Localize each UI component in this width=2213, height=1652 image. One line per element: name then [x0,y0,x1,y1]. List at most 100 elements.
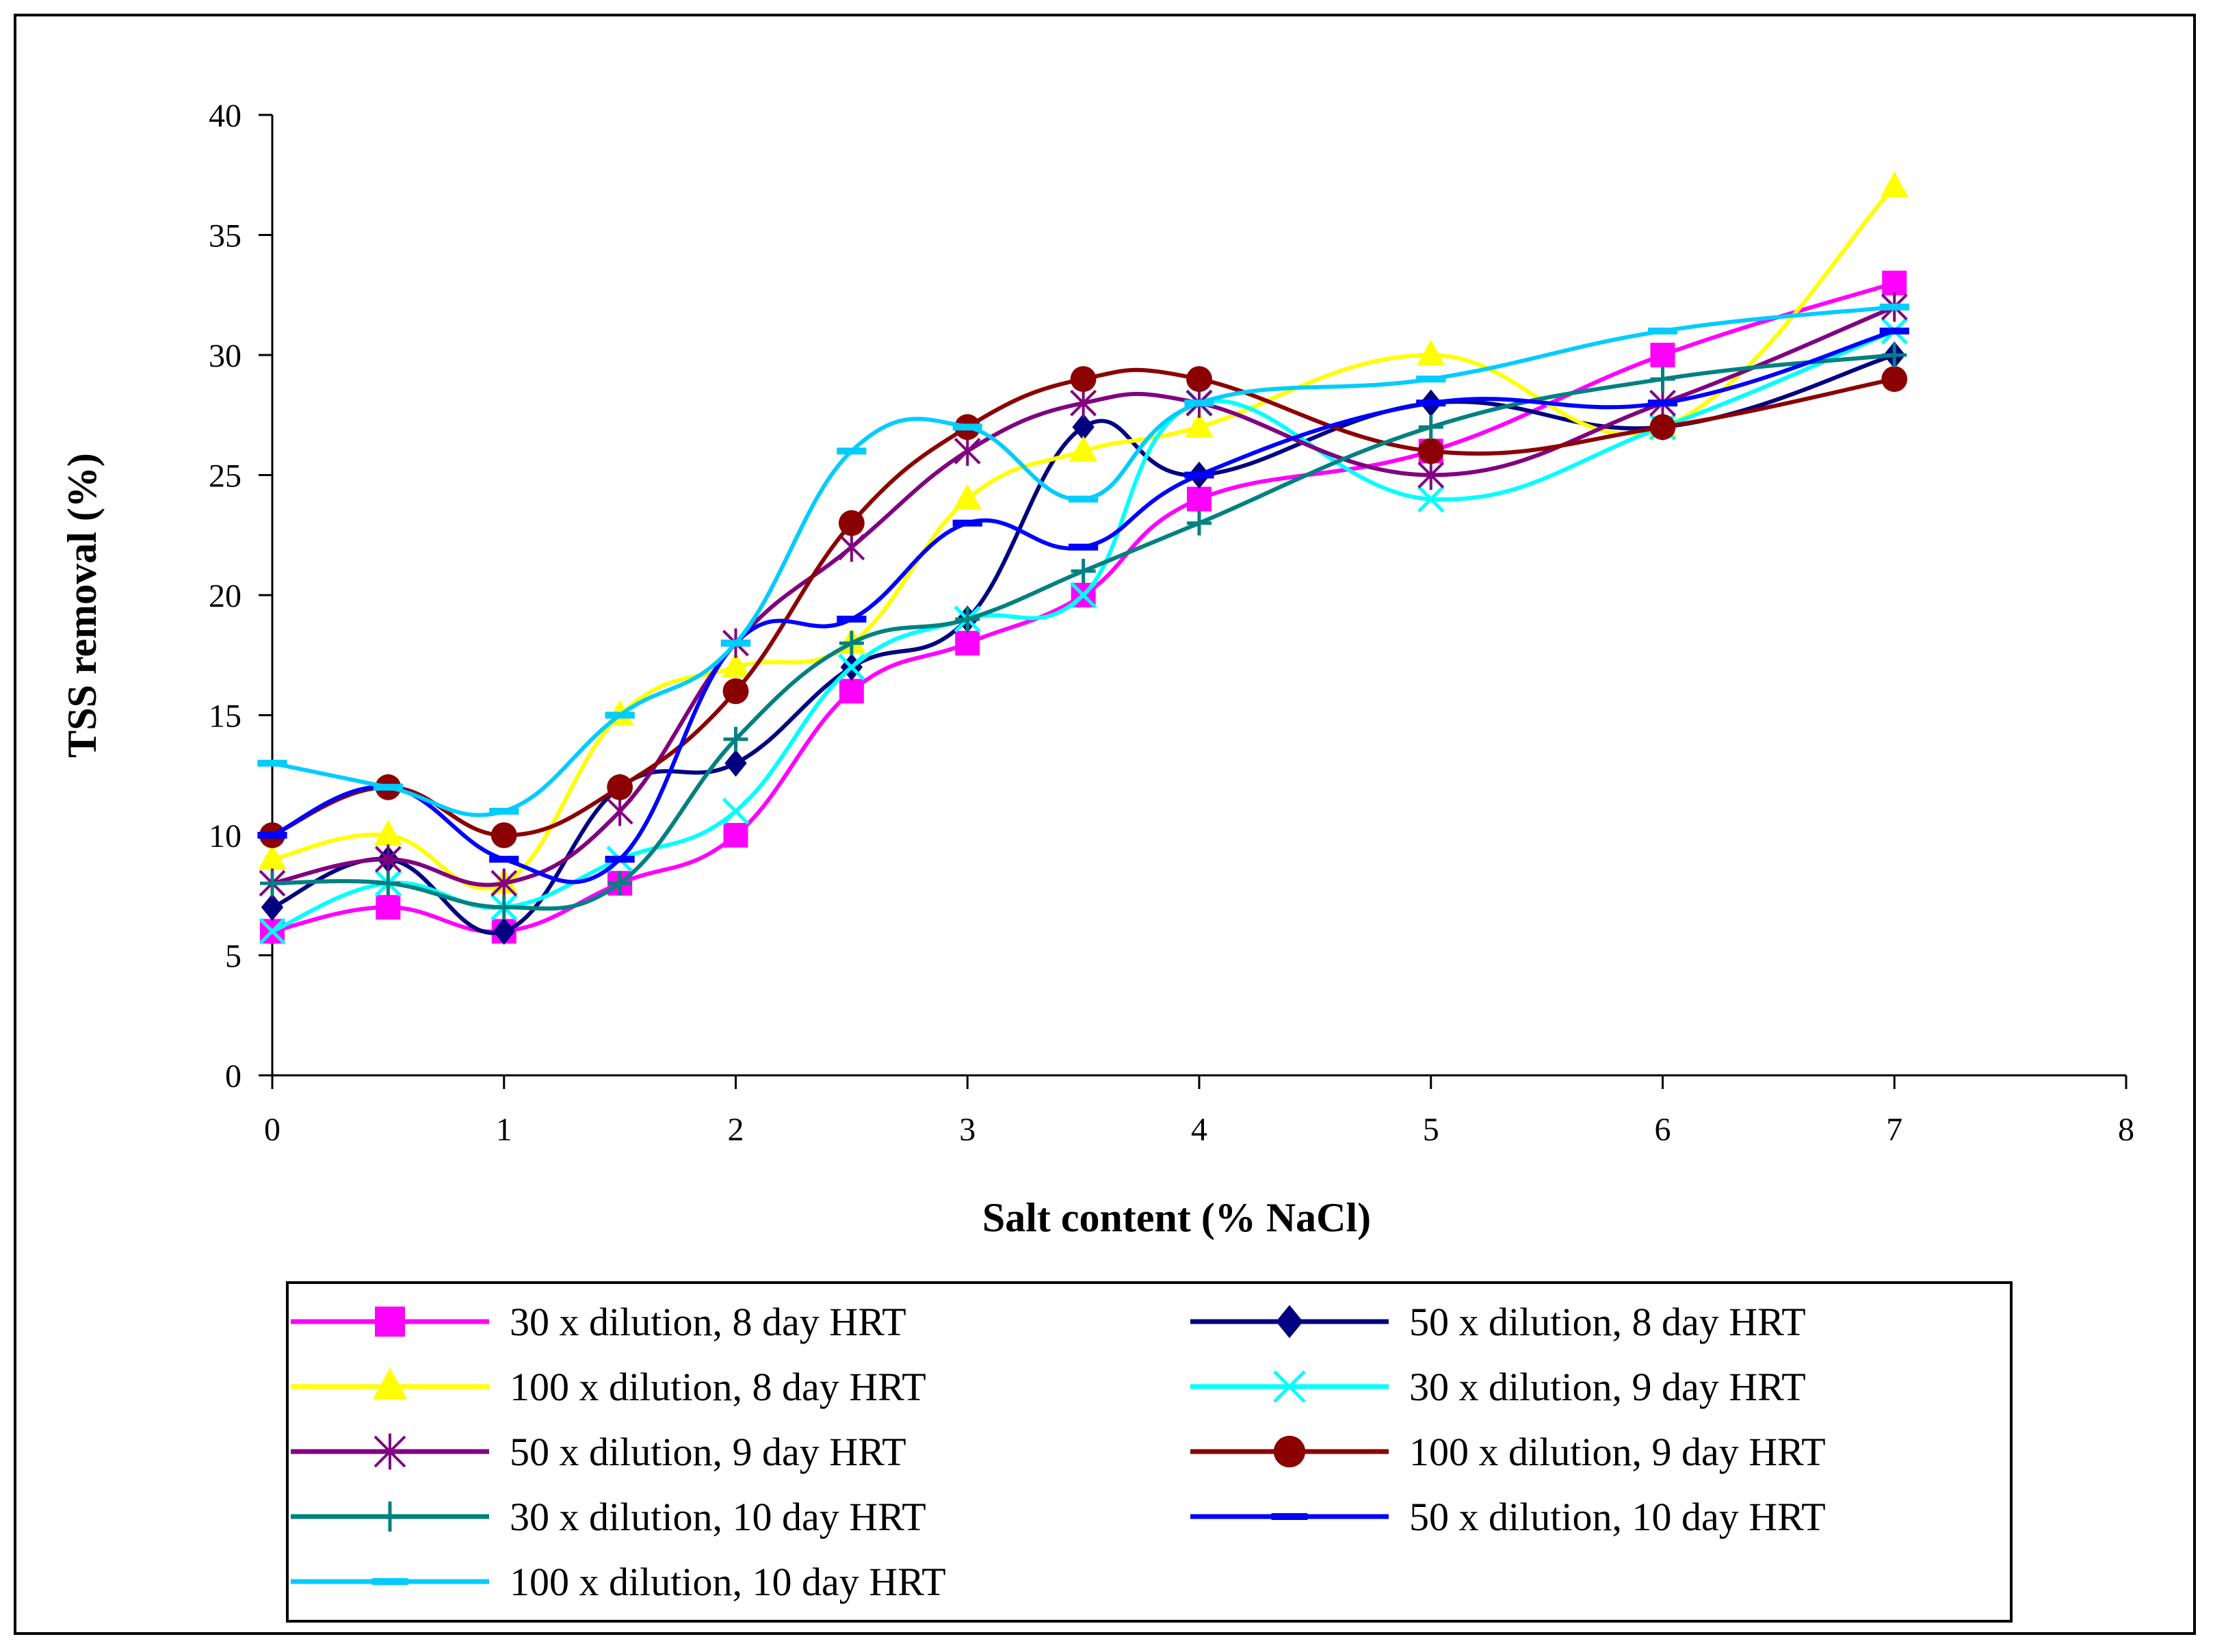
data-point [1072,413,1095,441]
data-point [1417,485,1445,513]
legend-item: 50 x dilution, 10 day HRT [1190,1495,1826,1539]
data-point [1069,543,1099,551]
data-point [722,678,749,705]
series-line [271,329,1896,934]
data-point [1650,343,1675,367]
x-tick-label: 1 [496,1112,512,1148]
data-point [1882,270,1907,296]
data-point [376,871,401,896]
data-point [605,856,635,863]
legend-label: 30 x dilution, 8 day HRT [510,1300,906,1344]
x-tick-label: 2 [728,1112,744,1148]
data-point [838,532,865,562]
legend-marker [375,1307,405,1337]
data-point [491,895,516,920]
legend-item: 50 x dilution, 8 day HRT [1190,1300,1806,1344]
data-point [1418,415,1443,440]
data-point [837,447,867,455]
legend-marker [374,1433,406,1470]
series-line [272,304,1895,817]
data-point [723,823,748,848]
legend-marker [371,1578,408,1585]
data-point [1417,339,1445,366]
data-point [1069,581,1097,609]
data-point [1070,388,1097,418]
data-point [373,783,403,791]
legend-item: 50 x dilution, 9 day HRT [291,1430,906,1474]
legend-marker [1273,1370,1306,1403]
data-point [721,651,750,678]
y-tick-label: 10 [209,818,241,854]
data-point [839,679,864,704]
y-tick-label: 25 [209,458,241,495]
data-point [490,868,518,898]
data-point [374,844,402,874]
legend-label: 30 x dilution, 9 day HRT [1409,1365,1806,1409]
x-axis-title: Salt content (% NaCl) [982,1195,1371,1240]
data-point [1417,438,1444,464]
data-point [376,895,401,920]
data-point [1647,327,1678,335]
data-point [1187,510,1212,536]
legend-label: 50 x dilution, 9 day HRT [510,1430,906,1474]
data-point [489,807,519,815]
data-point [838,510,865,536]
y-tick-label: 35 [209,218,241,254]
legend-item: 100 x dilution, 10 day HRT [291,1560,946,1604]
y-tick-label: 20 [209,578,241,614]
data-point [493,917,515,945]
x-tick-label: 0 [264,1112,280,1148]
data-point [489,856,519,863]
data-point [1647,399,1678,407]
x-tick-label: 7 [1886,1112,1902,1148]
legend-marker [1271,1513,1308,1520]
legend-label: 100 x dilution, 9 day HRT [1409,1430,1826,1474]
data-point [261,893,284,921]
legend-marker [375,1502,405,1532]
data-point [1071,558,1096,584]
data-point [1881,366,1908,392]
data-point [722,798,750,825]
data-point [838,653,865,681]
legend-item: 100 x dilution, 9 day HRT [1190,1430,1826,1474]
data-point [257,759,287,767]
data-point [1879,303,1909,311]
data-point [1879,327,1909,335]
y-tick-label: 5 [225,939,241,975]
legend-item: 30 x dilution, 10 day HRT [291,1495,926,1539]
x-tick-label: 8 [2118,1112,2134,1148]
legend-item: 30 x dilution, 9 day HRT [1190,1365,1806,1409]
y-tick-label: 30 [209,338,241,374]
data-point [839,631,864,656]
data-point [606,796,633,826]
x-tick-label: 3 [959,1112,975,1148]
series-6 [259,366,1908,848]
legend: 30 x dilution, 8 day HRT 50 x dilution, 8… [286,1281,2013,1623]
data-point [259,917,286,945]
data-point [1184,399,1214,407]
series-3 [258,171,1909,894]
axes: 0 5 10 15 20 25 30 35 40 0 1 2 3 4 5 6 7 8 [209,98,2134,1148]
x-tick-label: 4 [1191,1112,1207,1148]
series-layer [257,171,1909,945]
data-point [1416,399,1446,407]
data-point [955,631,980,656]
data-point [1070,366,1097,392]
legend-marker [372,1367,408,1400]
data-point [1649,414,1676,441]
data-point [1650,367,1675,392]
data-point [1186,366,1212,392]
legend-label: 30 x dilution, 10 day HRT [510,1495,926,1539]
y-tick-label: 0 [225,1058,241,1094]
data-point [1069,495,1099,503]
data-point [607,871,633,896]
data-point [720,640,751,647]
data-point [260,871,285,896]
y-tick-label: 40 [209,98,241,134]
legend-label: 100 x dilution, 10 day HRT [510,1560,946,1604]
legend-box [286,1281,2013,1623]
data-point [1880,171,1909,198]
legend-label: 50 x dilution, 8 day HRT [1409,1300,1806,1344]
data-point [1184,471,1214,479]
data-point [954,436,981,466]
